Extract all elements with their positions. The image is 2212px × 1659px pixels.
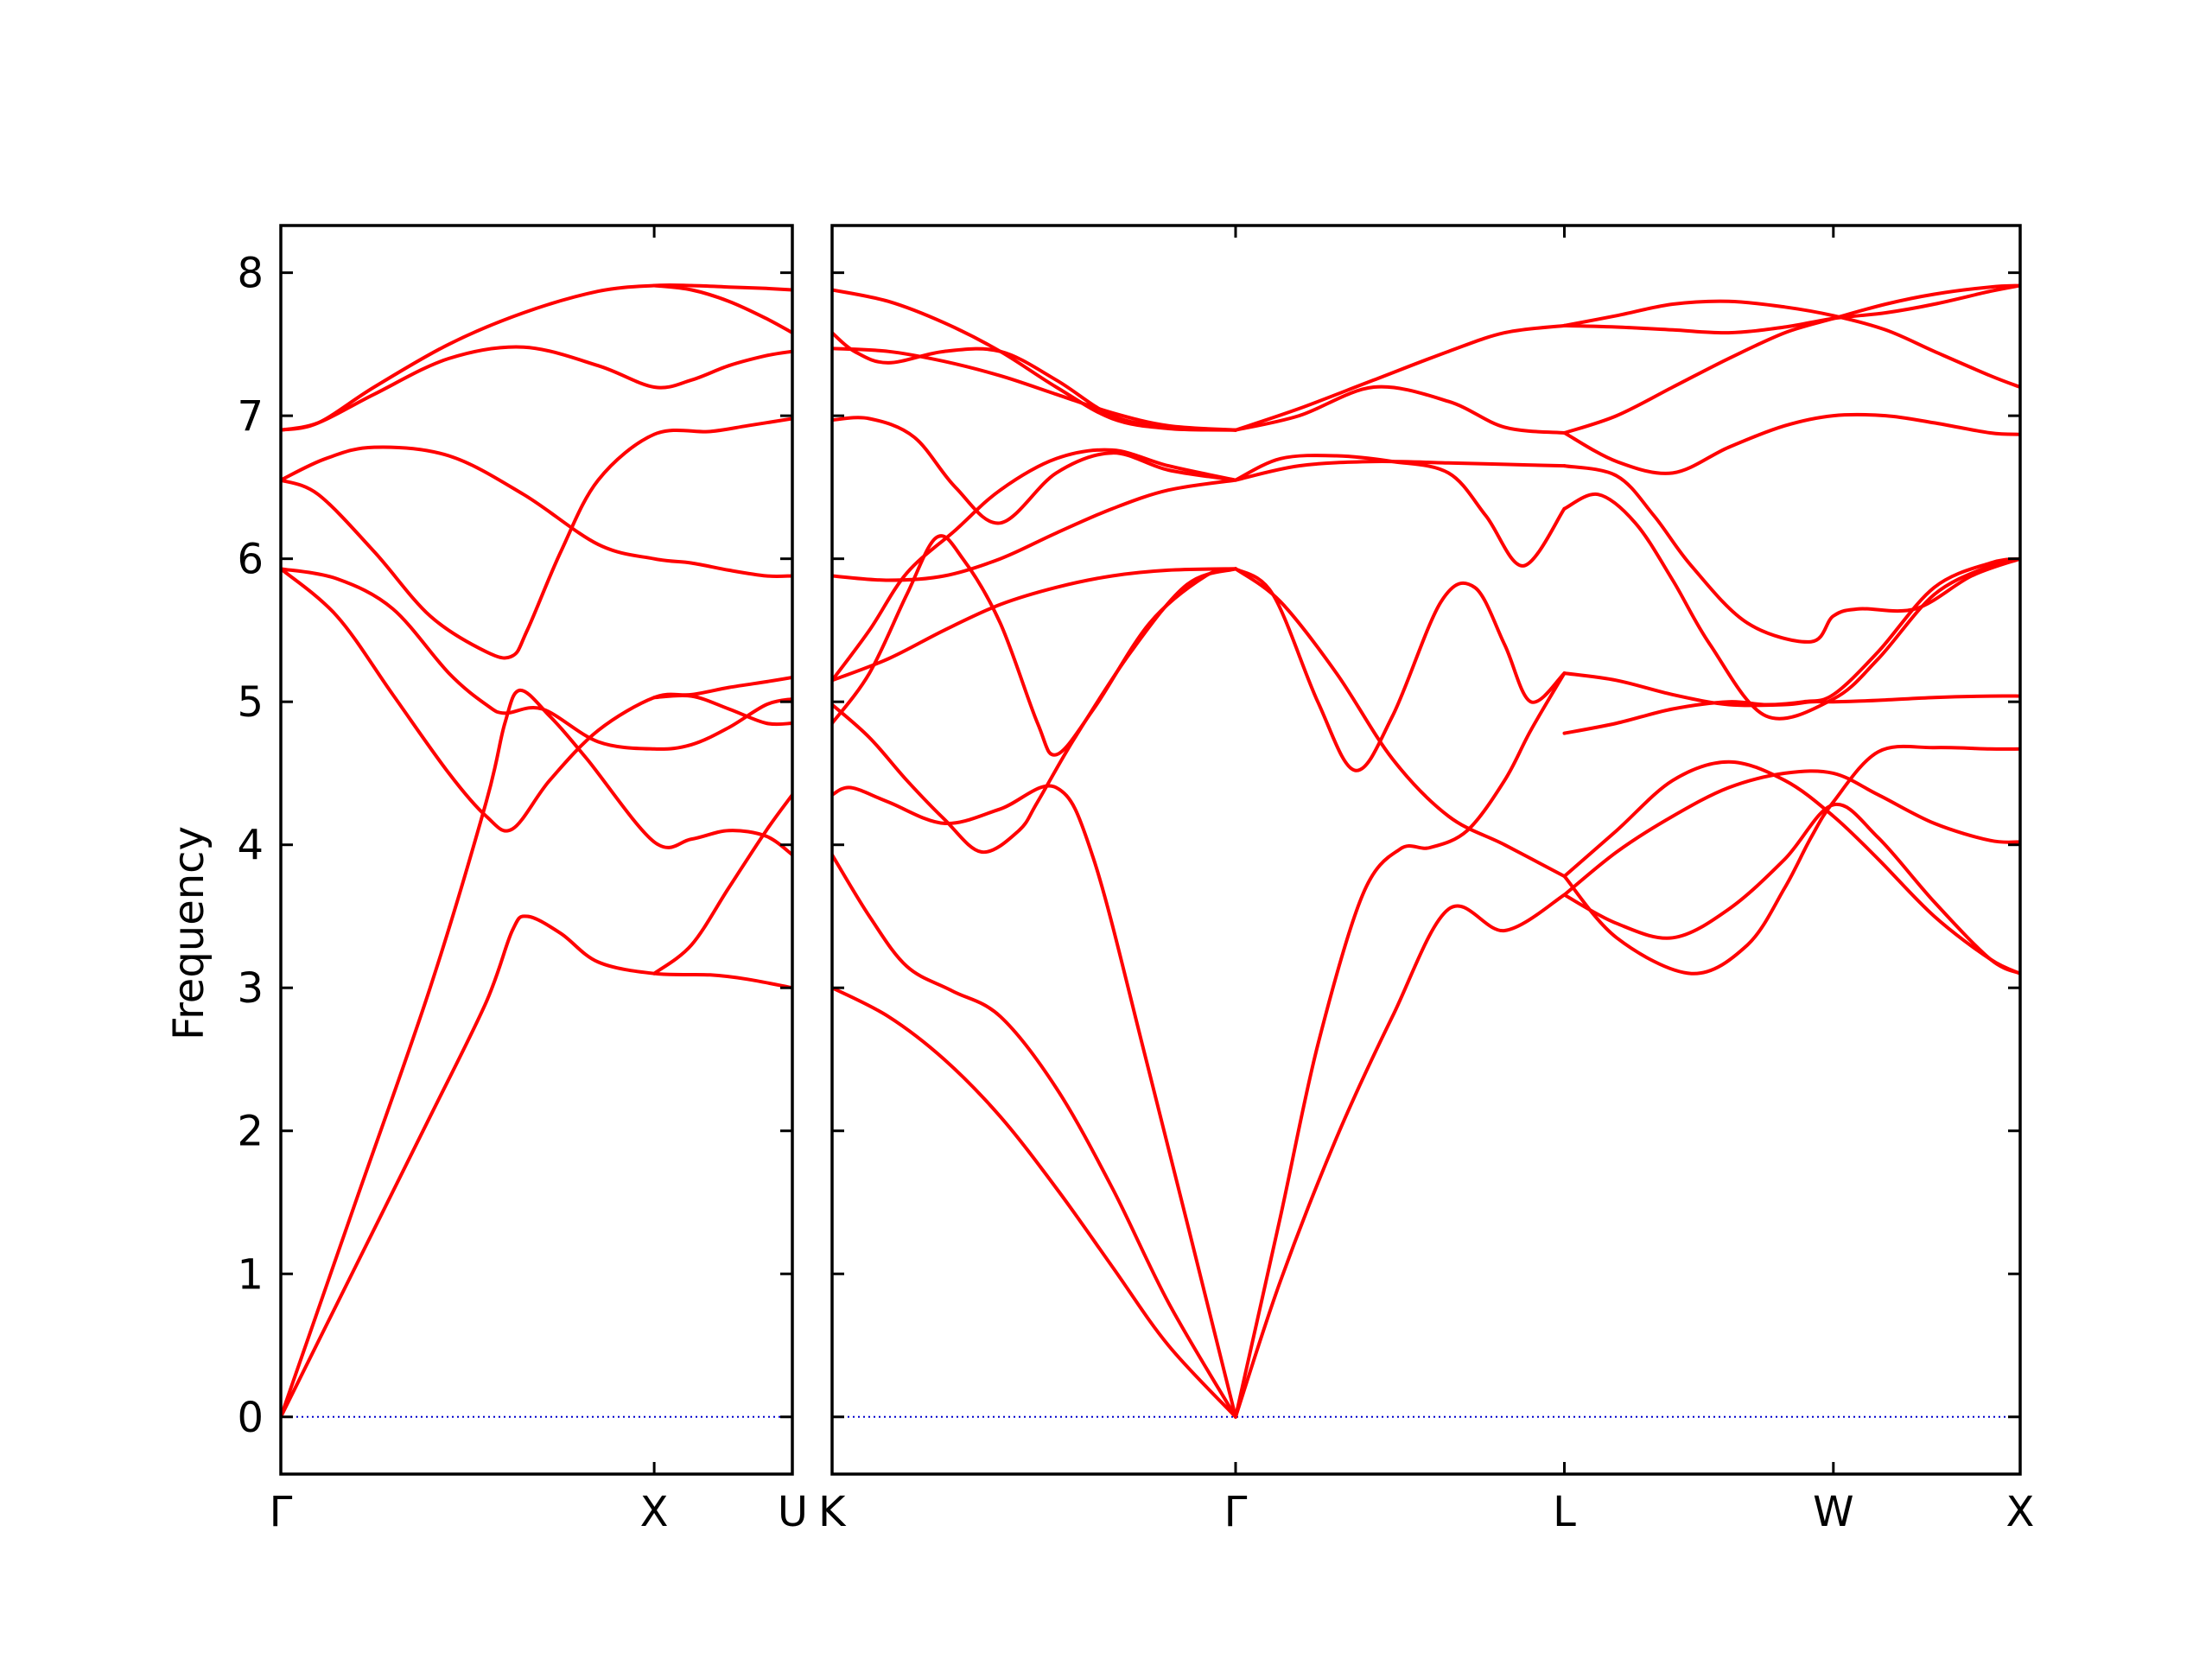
panel-frame [830, 224, 2022, 1476]
x-tick-label: X [640, 1488, 669, 1536]
band-line [1562, 412, 2020, 475]
x-tick-label: X [2006, 1488, 2035, 1536]
panel-2-bands [832, 283, 2020, 1419]
band-line [281, 416, 792, 660]
band-line [1234, 567, 1567, 772]
band-line [832, 416, 1237, 525]
band-line [1234, 567, 1567, 879]
band-line [832, 986, 1237, 1419]
band-line [1562, 802, 2020, 976]
band-lines [281, 283, 2020, 1419]
band-line [832, 346, 1237, 432]
panel-frame [279, 224, 794, 1476]
band-line [1234, 385, 1567, 435]
band-line [652, 283, 792, 335]
band-line [281, 914, 792, 1419]
band-line [1562, 283, 2020, 335]
band-line [1234, 893, 1567, 1419]
y-tick-label: 2 [237, 1108, 264, 1156]
y-tick-label: 6 [237, 536, 264, 584]
band-line [281, 688, 792, 1419]
band-line [281, 567, 792, 833]
band-line [832, 478, 1237, 582]
y-axis-label: Frequency [165, 826, 213, 1040]
band-line [281, 445, 792, 578]
band-line [1562, 464, 2020, 644]
x-tick-label: Γ [1224, 1488, 1248, 1536]
band-line [1562, 283, 2020, 435]
band-line [832, 331, 1237, 432]
band-line [832, 288, 1237, 432]
band-line [1234, 323, 1567, 432]
band-line [1562, 744, 2020, 976]
band-line [832, 448, 1237, 683]
y-tick-label: 0 [237, 1394, 264, 1442]
y-tick-label: 7 [237, 392, 264, 441]
band-line [832, 567, 1237, 683]
band-line [832, 567, 1237, 855]
y-tick-label: 3 [237, 964, 264, 1013]
band-line [1562, 556, 2020, 735]
y-tick-label: 1 [237, 1250, 264, 1299]
band-line [281, 567, 792, 751]
band-line [652, 693, 792, 727]
band-line [832, 853, 1237, 1419]
x-tick-label: U [778, 1488, 808, 1536]
band-line [832, 784, 1237, 1419]
band-line [1562, 299, 2020, 389]
band-line [1562, 492, 2020, 721]
band-line [652, 792, 792, 976]
band-line [1562, 671, 2020, 708]
x-tick-label: W [1813, 1488, 1853, 1536]
x-tick-label: L [1553, 1488, 1576, 1536]
band-line [1234, 671, 1567, 1419]
band-line [1234, 460, 1567, 482]
band-line [1562, 760, 2020, 976]
band-line [281, 345, 792, 432]
axes: Γ X U 0 1 2 3 4 5 6 7 8 K Γ L W X [237, 224, 2035, 1536]
y-tick-label: 5 [237, 678, 264, 727]
y-tick-label: 4 [237, 822, 264, 870]
band-line [281, 283, 792, 432]
band-line [1562, 769, 2020, 897]
y-tick-label: 8 [237, 250, 264, 298]
panel-1-bands [281, 283, 792, 1419]
x-tick-label: K [818, 1488, 847, 1536]
x-tick-label: Γ [270, 1488, 293, 1536]
band-line [1234, 454, 1567, 568]
band-line [832, 534, 1237, 757]
